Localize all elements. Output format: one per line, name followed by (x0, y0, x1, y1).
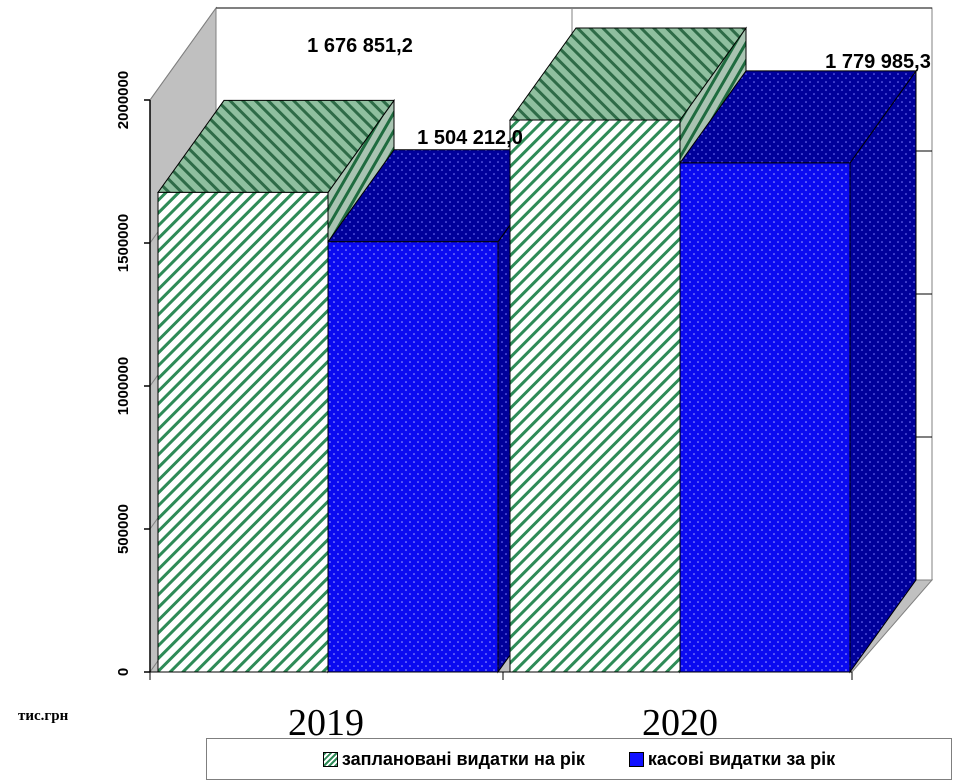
legend-item-cash: касові видатки за рік (628, 748, 836, 770)
legend-label-planned: заплановані видатки на рік (341, 748, 585, 769)
data-label: 1 779 985,3 (825, 51, 931, 73)
x-ticks: 2019 2020 (149, 672, 853, 744)
bar-front-face (157, 191, 329, 673)
data-labels: 1 676 851,2 1 504 212,0 1 779 985,3 (307, 35, 931, 149)
legend-item-planned: заплановані видатки на рік (322, 748, 585, 770)
legend-swatch-planned (322, 751, 338, 767)
y-tick-label: 1000000 (115, 357, 132, 415)
bar-front-face (509, 119, 681, 673)
bar-2020-series-2 (679, 69, 917, 674)
gridline-side (149, 7, 217, 101)
data-label: 1 676 851,2 (307, 35, 413, 57)
bars (157, 26, 917, 674)
x-tick-label: 2020 (642, 702, 718, 744)
y-tick-label: 0 (115, 668, 132, 676)
y-tick-label: 500000 (115, 504, 132, 554)
legend: заплановані видатки на рік касові видатк… (206, 738, 952, 780)
y-tick-label: 2000000 (115, 71, 132, 129)
legend-label-cash: касові видатки за рік (647, 748, 836, 769)
y-ticks: 0 500000 1000000 1500000 2000000 (115, 71, 150, 676)
x-tick-label: 2019 (288, 702, 364, 744)
bar-front-face (679, 162, 851, 673)
unit-label: тис.грн (18, 708, 69, 724)
data-label: 1 504 212,0 (417, 127, 523, 149)
y-tick-label: 1500000 (115, 214, 132, 272)
bar-side-face (849, 69, 917, 674)
legend-swatch-cash (628, 751, 644, 767)
bar-front-face (327, 241, 499, 673)
